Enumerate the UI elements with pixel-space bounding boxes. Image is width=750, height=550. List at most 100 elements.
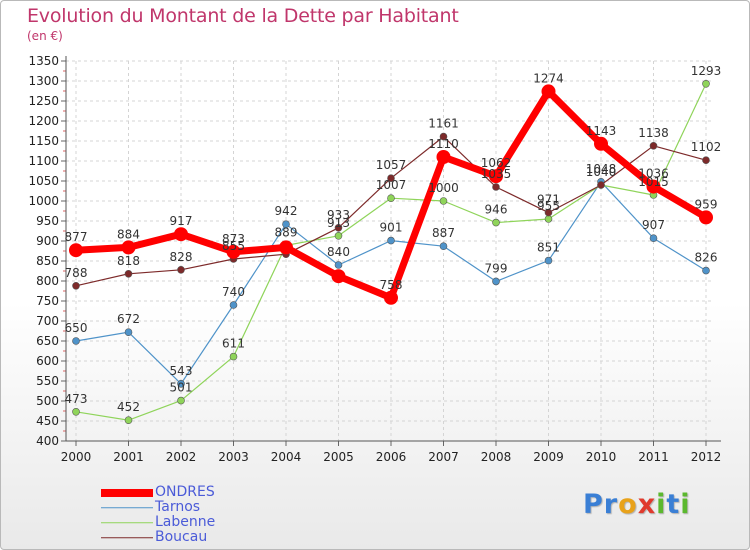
data-label-ondres: 1110 xyxy=(428,137,459,151)
x-tick-label: 2012 xyxy=(691,450,722,464)
legend-label-ondres: ONDRES xyxy=(155,484,215,500)
data-point-boucau xyxy=(334,224,343,232)
data-point-labenne xyxy=(439,197,448,205)
data-label-labenne: 611 xyxy=(222,337,245,351)
data-point-labenne xyxy=(72,407,80,416)
data-label-labenne: 473 xyxy=(65,392,88,406)
legend-swatch-labenne xyxy=(101,521,153,524)
data-point-ondres xyxy=(121,240,136,255)
data-label-tarnos: 826 xyxy=(695,251,718,265)
chart-title: Evolution du Montant de la Dette par Hab… xyxy=(27,5,459,27)
data-label-boucau: 933 xyxy=(327,208,350,222)
data-label-ondres: 1036 xyxy=(638,167,669,181)
y-tick-label: 1000 xyxy=(28,194,59,208)
y-tick-label: 650 xyxy=(36,334,59,348)
data-point-tarnos xyxy=(544,256,553,265)
x-tick-label: 2010 xyxy=(586,450,617,464)
data-label-boucau: 788 xyxy=(65,266,88,280)
data-point-boucau xyxy=(439,132,448,141)
data-label-labenne: 955 xyxy=(537,199,560,213)
data-point-labenne xyxy=(492,218,500,227)
data-label-tarnos: 901 xyxy=(380,221,403,235)
data-point-tarnos xyxy=(124,328,133,337)
y-tick-label: 750 xyxy=(36,294,59,308)
data-point-tarnos xyxy=(229,301,238,309)
x-tick-label: 2007 xyxy=(428,450,459,464)
data-point-boucau xyxy=(387,174,395,182)
data-point-boucau xyxy=(177,265,185,274)
data-label-tarnos: 740 xyxy=(222,285,245,299)
data-point-labenne xyxy=(544,215,553,223)
data-point-labenne xyxy=(177,396,185,405)
data-label-ondres: 1062 xyxy=(481,156,512,170)
proxiti-logo: Proxiti xyxy=(583,489,691,520)
x-tick-label: 2001 xyxy=(113,450,144,464)
x-tick-label: 2004 xyxy=(271,450,302,464)
data-point-ondres xyxy=(699,210,713,225)
y-tick-label: 1200 xyxy=(28,114,59,128)
data-label-boucau: 818 xyxy=(117,254,140,268)
data-label-labenne: 501 xyxy=(170,381,193,395)
legend-item-boucau: Boucau xyxy=(101,530,301,545)
y-tick-label: 400 xyxy=(36,434,59,448)
x-tick-label: 2011 xyxy=(638,450,669,464)
data-label-ondres: 758 xyxy=(380,278,403,292)
data-point-ondres xyxy=(646,179,661,194)
data-point-ondres xyxy=(489,169,503,184)
data-label-boucau: 1161 xyxy=(428,117,459,131)
y-tick-label: 1300 xyxy=(28,74,59,88)
data-label-labenne: 1007 xyxy=(376,178,407,192)
data-point-tarnos xyxy=(72,337,80,345)
data-label-ondres: 1143 xyxy=(586,124,617,138)
legend-label-tarnos: Tarnos xyxy=(155,499,201,515)
x-tick-label: 2000 xyxy=(61,450,92,464)
data-label-labenne: 452 xyxy=(117,400,140,414)
x-tick-label: 2005 xyxy=(323,450,354,464)
legend-label-labenne: Labenne xyxy=(155,514,216,530)
data-label-boucau: 971 xyxy=(537,193,560,207)
data-label-tarnos: 907 xyxy=(642,218,665,232)
data-label-tarnos: 887 xyxy=(432,226,455,240)
data-point-boucau xyxy=(72,281,80,290)
data-point-boucau xyxy=(544,208,553,217)
y-tick-label: 550 xyxy=(36,374,59,388)
data-label-labenne: 1000 xyxy=(428,181,459,195)
x-tick-label: 2008 xyxy=(481,450,512,464)
y-tick-label: 1350 xyxy=(28,54,59,68)
legend-label-boucau: Boucau xyxy=(155,529,208,545)
data-point-ondres xyxy=(331,269,346,284)
data-point-ondres xyxy=(69,243,83,258)
data-label-labenne: 1040 xyxy=(586,165,617,179)
x-tick-label: 2003 xyxy=(218,450,249,464)
data-label-tarnos: 851 xyxy=(537,241,560,255)
data-label-labenne: 913 xyxy=(327,216,350,230)
y-tick-label: 600 xyxy=(36,354,59,368)
data-point-ondres xyxy=(436,150,451,164)
data-point-ondres xyxy=(384,290,398,305)
data-point-ondres xyxy=(174,227,188,242)
data-label-boucau: 1035 xyxy=(481,167,512,181)
data-point-tarnos xyxy=(334,261,343,269)
x-tick-label: 2006 xyxy=(376,450,407,464)
data-label-boucau: 855 xyxy=(222,239,245,253)
y-tick-label: 1250 xyxy=(28,94,59,108)
data-label-tarnos: 543 xyxy=(170,364,193,378)
data-label-labenne: 1015 xyxy=(638,175,669,189)
data-point-tarnos xyxy=(492,277,500,286)
data-label-labenne: 1293 xyxy=(691,64,722,78)
data-label-tarnos: 672 xyxy=(117,312,140,326)
data-label-labenne: 889 xyxy=(275,225,298,239)
data-label-tarnos: 650 xyxy=(65,321,88,335)
x-tick-label: 2002 xyxy=(166,450,197,464)
data-label-tarnos: 942 xyxy=(275,204,298,218)
y-tick-label: 1050 xyxy=(28,174,59,188)
legend-swatch-boucau xyxy=(101,536,153,539)
y-tick-label: 1150 xyxy=(28,134,59,148)
data-label-labenne: 946 xyxy=(485,203,508,217)
data-point-tarnos xyxy=(177,379,185,388)
data-point-tarnos xyxy=(649,234,658,242)
data-label-ondres: 1274 xyxy=(533,71,564,85)
chart-unit: (en €) xyxy=(27,29,63,43)
y-tick-label: 850 xyxy=(36,254,59,268)
